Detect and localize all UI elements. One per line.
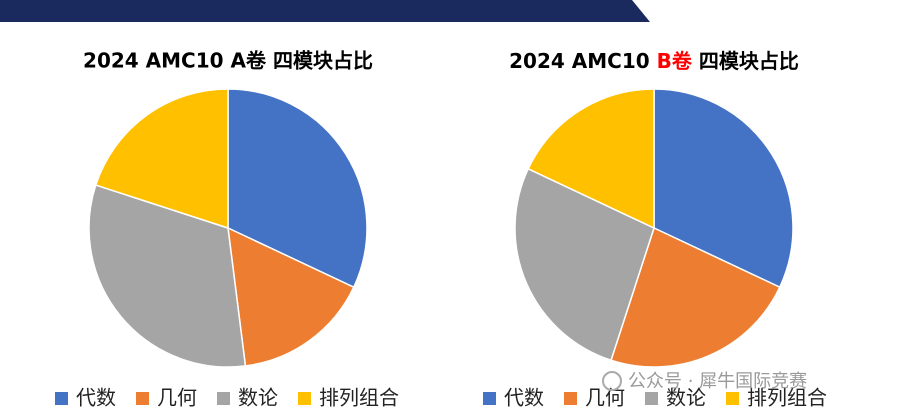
chart-title: 2024 AMC10 A卷 四模块占比 xyxy=(83,49,373,73)
legend-swatch xyxy=(217,392,230,405)
legend-label: 数论 xyxy=(238,386,278,410)
legend-swatch xyxy=(483,392,496,405)
chart-title: 2024 AMC10 B卷 四模块占比 xyxy=(509,49,799,73)
legend-label: 排列组合 xyxy=(747,386,827,410)
legend-label: 数论 xyxy=(666,386,706,410)
title-part: 2024 AMC10 xyxy=(509,49,656,73)
pie-slice xyxy=(514,167,655,362)
legend-swatch xyxy=(136,392,149,405)
legend-label: 排列组合 xyxy=(319,386,399,410)
pie-slice xyxy=(227,226,355,367)
pie-slice xyxy=(227,88,368,289)
legend-swatch xyxy=(298,392,311,405)
watermark-icon xyxy=(602,371,622,391)
legend-label: 几何 xyxy=(157,386,197,410)
legend-swatch xyxy=(726,392,739,405)
pie-slice xyxy=(527,88,655,230)
watermark: 公众号 · 犀牛国际竞赛 xyxy=(628,371,807,392)
legend-label: 代数 xyxy=(504,386,544,410)
legend-swatch xyxy=(645,392,658,405)
pie-slice xyxy=(610,226,781,368)
pie-slice xyxy=(653,88,794,289)
title-part: B卷 xyxy=(657,49,693,73)
legend-label: 代数 xyxy=(76,386,116,410)
pie-slice xyxy=(94,88,229,230)
legend-swatch xyxy=(55,392,68,405)
header-banner xyxy=(0,0,650,22)
title-part: 四模块占比 xyxy=(692,49,799,73)
pie-slice xyxy=(88,184,247,368)
legend-label: 几何 xyxy=(585,386,625,410)
legend-swatch xyxy=(564,392,577,405)
